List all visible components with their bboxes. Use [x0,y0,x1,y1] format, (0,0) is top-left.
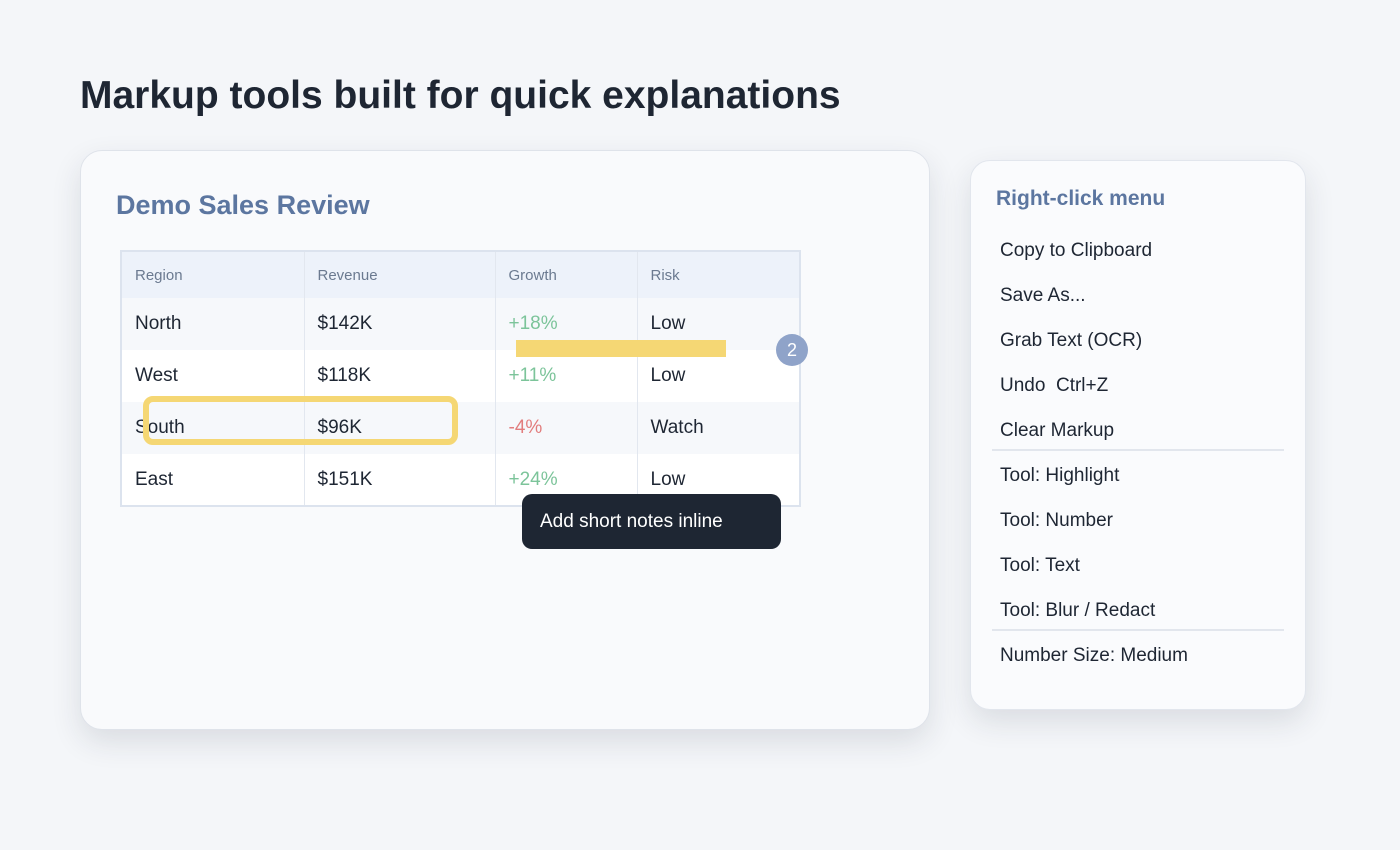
menu-separator [992,629,1284,631]
cell: West [120,350,304,402]
menu-item[interactable]: Tool: Highlight [1000,465,1120,486]
cell: -4% [494,402,637,454]
menu-item[interactable]: Tool: Text [1000,555,1080,576]
cell: $151K [303,454,495,506]
menu-item[interactable]: Undo Ctrl+Z [1000,375,1109,396]
context-menu [970,160,1306,710]
cell: North [120,298,304,350]
menu-item[interactable]: Save As... [1000,285,1086,306]
cell: Watch [636,402,800,454]
menu-item[interactable]: Tool: Blur / Redact [1000,600,1156,621]
menu-item[interactable]: Grab Text (OCR) [1000,330,1143,351]
cell: Low [636,350,800,402]
menu-item[interactable]: Copy to Clipboard [1000,240,1153,261]
number-badge: 2 [776,334,808,366]
cell: $96K [303,402,495,454]
menu-item[interactable]: Number Size: Medium [1000,645,1188,666]
menu-title: Right-click menu [996,187,1166,210]
column-header: Region [120,251,304,298]
menu-item[interactable]: Tool: Number [1000,510,1113,531]
column-header: Risk [636,251,800,298]
cell: South [120,402,304,454]
cell: $142K [303,298,495,350]
menu-item[interactable]: Clear Markup [1000,420,1115,441]
highlight-stroke [516,340,726,357]
menu-separator [992,449,1284,451]
cell: East [120,454,304,506]
column-header: Growth [494,251,637,298]
headline: Markup tools built for quick explanation… [80,74,841,117]
note-tooltip: Add short notes inline [522,494,781,549]
cell: +11% [494,350,637,402]
card-title: Demo Sales Review [116,190,370,220]
column-header: Revenue [303,251,495,298]
table-row: South $96K -4% Watch [120,402,800,454]
cell: $118K [303,350,495,402]
header-row: Region Revenue Growth Risk [120,251,800,298]
table-row: West $118K +11% Low [120,350,800,402]
sales-table: Region Revenue Growth Risk North $142K +18… [120,250,801,507]
box-annotation [143,396,458,445]
table-row: East $151K +24% Low [120,454,800,506]
